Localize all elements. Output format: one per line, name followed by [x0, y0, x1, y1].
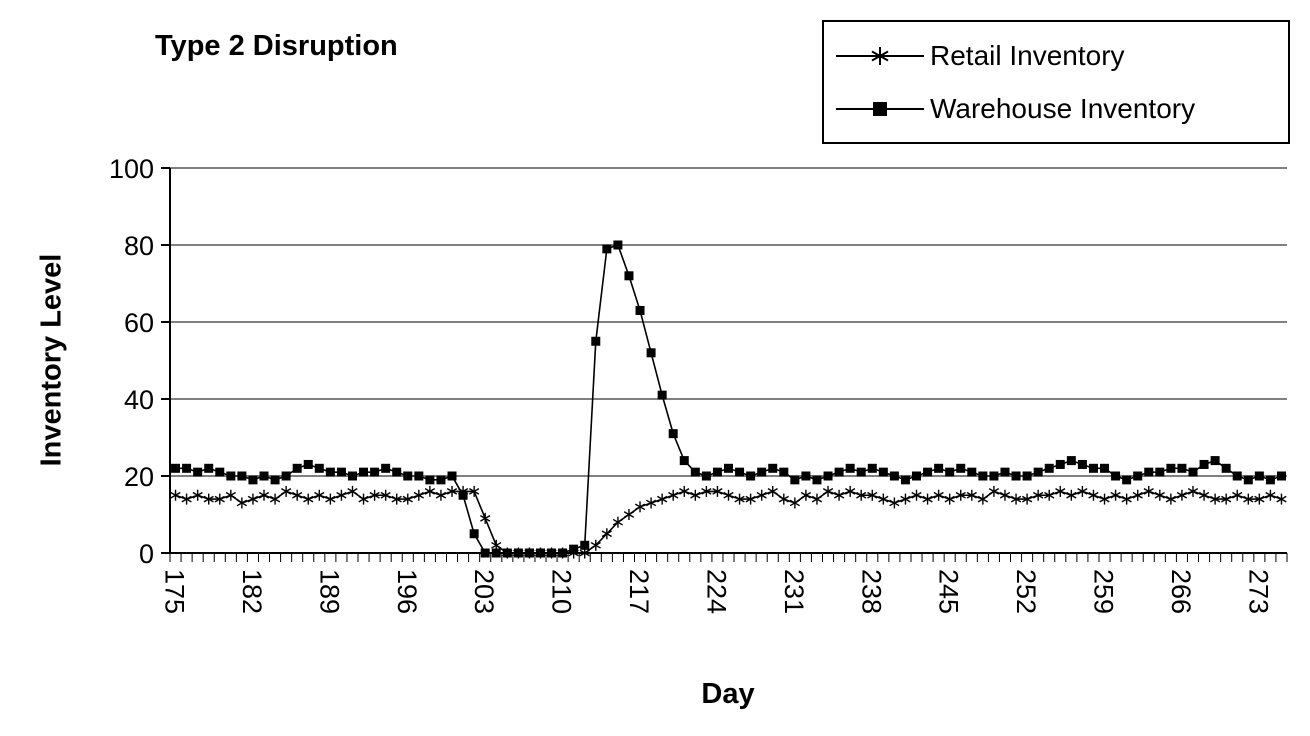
legend-label-warehouse: Warehouse Inventory [930, 92, 1196, 124]
x-tick-label: 259 [1089, 569, 1119, 614]
x-tick-label: 231 [779, 569, 809, 614]
legend-item-retail: Retail Inventory [834, 29, 1278, 82]
x-axis-ticks [169, 553, 1288, 562]
x-tick-label: 217 [624, 569, 654, 614]
x-tick-label: 252 [1011, 569, 1041, 614]
y-tick-label: 60 [124, 308, 154, 338]
x-tick-label: 203 [469, 569, 499, 614]
x-axis-title: Day [701, 678, 755, 710]
chart-title: Type 2 Disruption [155, 30, 398, 62]
y-tick-label: 20 [124, 462, 154, 492]
x-tick-label: 210 [547, 569, 577, 614]
x-tick-label: 238 [856, 569, 886, 614]
x-tick-label: 182 [237, 569, 267, 614]
x-tick-label: 266 [1166, 569, 1196, 614]
y-tick-label: 0 [139, 539, 154, 569]
x-tick-label: 175 [160, 569, 190, 614]
legend-item-warehouse: Warehouse Inventory [834, 82, 1278, 135]
x-tick-label: 189 [314, 569, 344, 614]
warehouse-series [171, 240, 1286, 558]
y-tick-label: 100 [109, 154, 154, 184]
y-tick-label: 40 [124, 385, 154, 415]
x-tick-label: 224 [701, 569, 731, 614]
retail-series [170, 485, 1287, 559]
legend-label-retail: Retail Inventory [930, 39, 1125, 71]
x-tick-labels: 175 182 189 196 203 210 217 224 231 238 245 252 259 2… [160, 569, 1274, 614]
gridlines: 0 20 40 60 80 100 [109, 154, 1287, 569]
x-tick-label: 245 [934, 569, 964, 614]
x-tick-label: 196 [392, 569, 422, 614]
x-tick-label: 273 [1243, 569, 1273, 614]
retail-series-marker-icon [836, 46, 924, 65]
legend: Retail Inventory Warehouse Inventory [822, 20, 1290, 144]
warehouse-series-marker-icon [836, 101, 924, 116]
y-tick-label: 80 [124, 231, 154, 261]
